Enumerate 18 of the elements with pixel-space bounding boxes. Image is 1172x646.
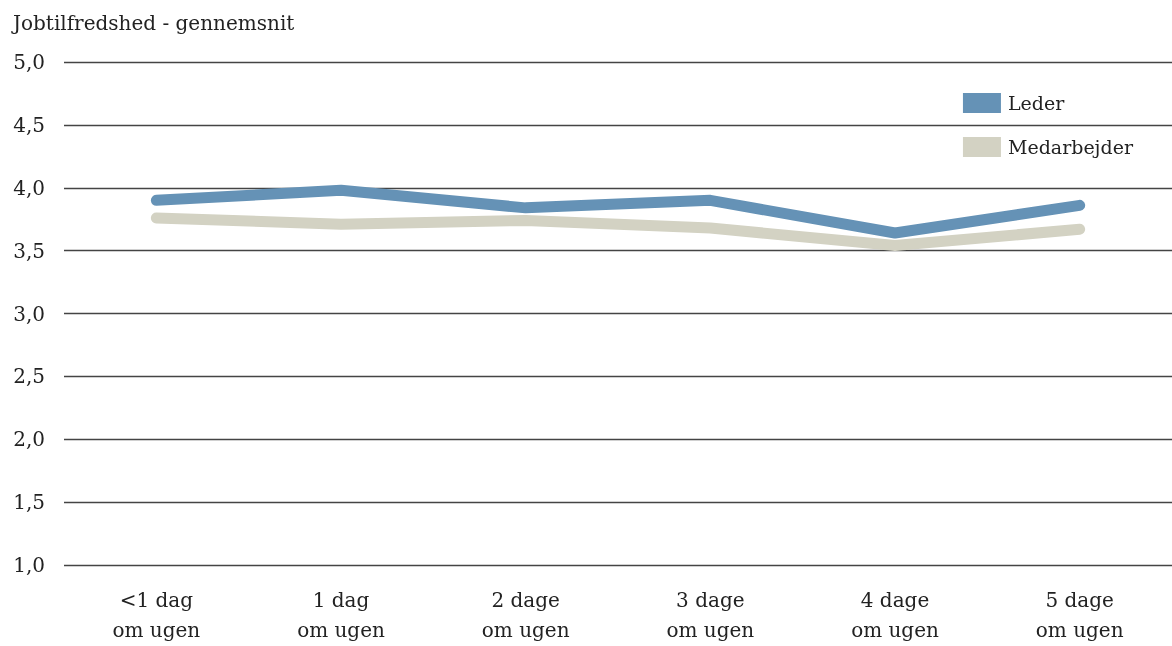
y-tick-label: 2,5: [13, 364, 45, 389]
y-tick-label: 1,0: [13, 553, 45, 577]
x-tick-label: 2 dage om ugen: [481, 588, 570, 642]
y-tick-label: 3,5: [13, 238, 45, 263]
y-tick-label: 5,0: [13, 50, 45, 74]
legend-label: Leder: [1007, 92, 1066, 114]
y-tick-label: 4,0: [13, 175, 45, 200]
x-tick-label: 4 dage om ugen: [851, 588, 939, 642]
y-tick-label: 4,5: [13, 112, 45, 137]
y-tick-label: 3,0: [13, 301, 45, 326]
x-tick-label: <1 dag om ugen: [112, 588, 201, 642]
y-tick-label: 2,0: [13, 427, 45, 452]
x-tick-label: 5 dage om ugen: [1035, 588, 1124, 642]
x-tick-label: 3 dage om ugen: [666, 588, 755, 642]
x-tick-label: 1 dag om ugen: [297, 588, 385, 642]
y-tick-label: 1,5: [13, 490, 45, 515]
y-axis-title: Jobtilfredshed - gennemsnit: [11, 11, 295, 35]
legend-label: Medarbejder: [1007, 136, 1134, 158]
